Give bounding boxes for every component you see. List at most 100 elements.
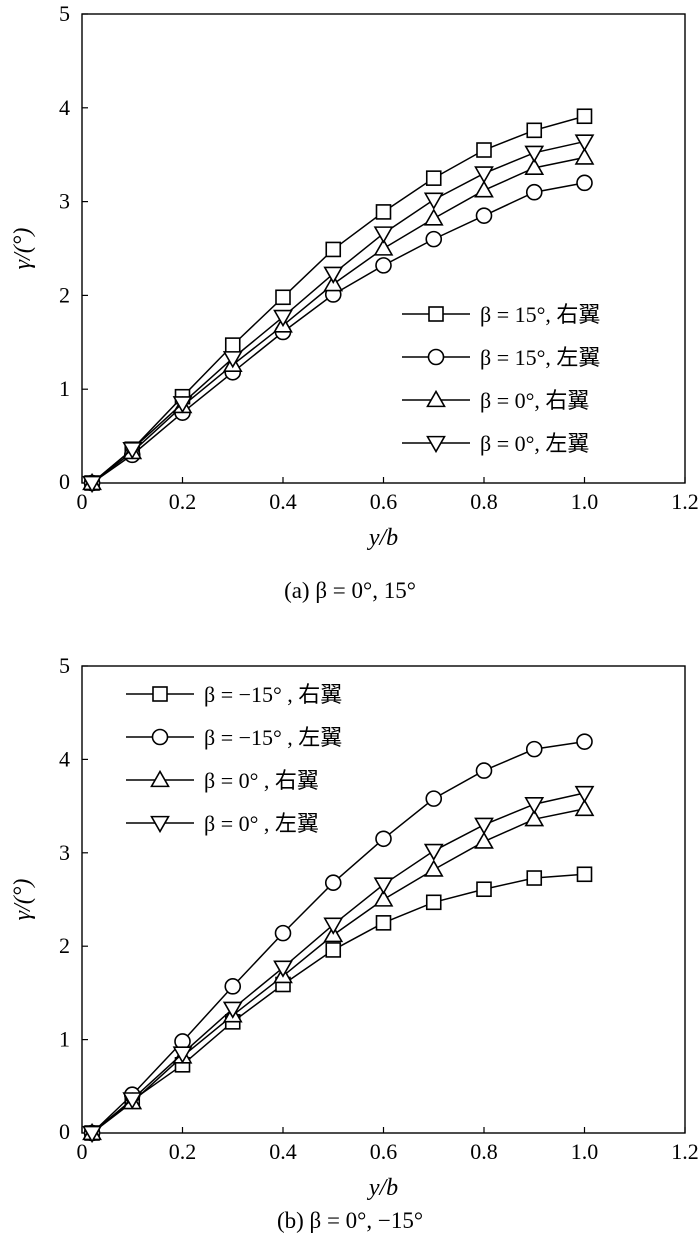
y-tick-label: 0 bbox=[59, 469, 70, 494]
legend-entry: β = 0° , 左翼 bbox=[204, 811, 319, 836]
x-axis-label: y/b bbox=[367, 525, 398, 551]
chart-b-plot: 0 0.2 0.4 0.6 0.8 1.0 1.2 0 1 2 3 4 5 y/b γ/(°) β = −15… bbox=[10, 653, 699, 1201]
data-point-circle bbox=[475, 762, 493, 779]
legend-entry: β = 0°, 左翼 bbox=[480, 431, 589, 456]
data-point-square bbox=[476, 142, 492, 158]
y-tick-label: 3 bbox=[59, 189, 70, 214]
data-point-square bbox=[325, 942, 342, 958]
x-tick-label: 0.8 bbox=[470, 1139, 498, 1164]
data-point-circle bbox=[475, 207, 493, 224]
legend-marker-square bbox=[428, 306, 444, 322]
y-tick-label: 1 bbox=[59, 1027, 70, 1052]
y-tick-label: 3 bbox=[59, 840, 70, 865]
data-point-square bbox=[526, 122, 543, 139]
data-point-triangle-down bbox=[323, 266, 344, 284]
x-axis-label: y/b bbox=[367, 1175, 398, 1201]
data-point-square bbox=[375, 204, 392, 220]
data-point-circle bbox=[425, 230, 443, 248]
data-point-triangle-down bbox=[82, 475, 102, 494]
data-point-triangle-down bbox=[574, 785, 595, 804]
x-tick-label: 1.0 bbox=[571, 1139, 599, 1164]
x-tick-label: 0.6 bbox=[370, 1139, 398, 1164]
y-tick-label: 0 bbox=[59, 1119, 70, 1144]
legend-marker-circle bbox=[427, 348, 445, 366]
legend-entry: β = 15°, 左翼 bbox=[480, 345, 600, 370]
y-tick-label: 5 bbox=[59, 1, 70, 26]
data-point-triangle-down bbox=[222, 351, 243, 369]
data-point-triangle-down bbox=[122, 442, 143, 460]
legend-entry: β = 0° , 右翼 bbox=[204, 768, 319, 793]
legend-entry: β = −15° , 右翼 bbox=[204, 682, 342, 707]
y-tick-label: 4 bbox=[59, 95, 70, 120]
data-point-circle bbox=[274, 924, 292, 942]
legend-marker-triangle-up bbox=[150, 769, 170, 788]
data-point-triangle-down bbox=[122, 1092, 143, 1110]
data-point-square bbox=[375, 915, 392, 931]
data-point-square bbox=[576, 108, 593, 125]
y-tick-label: 1 bbox=[59, 376, 70, 401]
data-point-triangle-down bbox=[222, 1001, 243, 1019]
data-point-triangle-up bbox=[474, 180, 494, 198]
y-tick-label: 4 bbox=[59, 746, 70, 771]
data-point-triangle-up bbox=[423, 208, 444, 226]
data-point-triangle-down bbox=[273, 960, 293, 978]
x-tick-label: 0 bbox=[77, 1139, 88, 1164]
chart-panel-b: 0 0.2 0.4 0.6 0.8 1.0 1.2 0 1 2 3 4 5 y/b γ/(°) β = −15… bbox=[0, 640, 700, 1260]
data-point-triangle-down bbox=[323, 917, 344, 935]
data-point-triangle-up bbox=[474, 831, 494, 849]
chart-b-svg: 0 0.2 0.4 0.6 0.8 1.0 1.2 0 1 2 3 4 5 y/b γ/(°) β = −15… bbox=[10, 653, 699, 1201]
data-point-triangle-down bbox=[172, 396, 193, 414]
data-point-circle bbox=[525, 183, 543, 201]
data-point-circle bbox=[425, 790, 443, 807]
legend-entry: β = 15°, 右翼 bbox=[480, 302, 600, 327]
y-tick-label: 2 bbox=[59, 933, 70, 958]
data-point-square bbox=[476, 881, 492, 898]
legend-entry: β = −15° , 左翼 bbox=[204, 725, 342, 750]
data-point-triangle-up bbox=[373, 889, 394, 907]
y-axis-label: γ/(°) bbox=[10, 879, 36, 921]
data-point-circle bbox=[576, 733, 593, 750]
legend-marker-circle bbox=[151, 728, 169, 746]
data-point-triangle-down bbox=[474, 817, 494, 835]
data-point-square bbox=[224, 337, 241, 353]
data-point-square bbox=[325, 241, 342, 258]
data-point-triangle-down bbox=[273, 309, 293, 328]
data-point-triangle-up bbox=[373, 238, 394, 256]
legend-marker-triangle-down bbox=[150, 815, 170, 834]
series-line-triangle-up bbox=[91, 808, 585, 1134]
data-point-triangle-down bbox=[423, 843, 444, 862]
legend-entry: β = 0°, 右翼 bbox=[480, 388, 589, 413]
data-point-triangle-down bbox=[524, 797, 545, 815]
y-tick-label: 5 bbox=[59, 653, 70, 678]
data-point-circle bbox=[375, 257, 392, 274]
series-line-triangle-down bbox=[91, 792, 585, 1134]
legend-marker-triangle-down bbox=[426, 435, 446, 454]
data-point-circle bbox=[375, 830, 392, 848]
data-point-triangle-up bbox=[423, 859, 444, 877]
chart-a-plot: 0 0.2 0.4 0.6 0.8 1.0 1.2 0 1 2 3 4 5 y/b γ/(°) β = 15°… bbox=[10, 1, 699, 551]
data-point-triangle-down bbox=[82, 1125, 102, 1144]
x-tick-label: 1.2 bbox=[671, 489, 699, 514]
legend-marker-square bbox=[152, 686, 168, 702]
x-tick-label: 0.6 bbox=[370, 489, 398, 514]
chart-a-svg: 0 0.2 0.4 0.6 0.8 1.0 1.2 0 1 2 3 4 5 y/b γ/(°) β = 15°… bbox=[10, 1, 699, 551]
x-tick-label: 0 bbox=[77, 489, 88, 514]
y-tick-label: 2 bbox=[59, 282, 70, 307]
legend-marker-triangle-up bbox=[426, 389, 446, 408]
x-tick-label: 0.2 bbox=[169, 489, 197, 514]
data-point-triangle-up bbox=[574, 798, 595, 817]
data-point-square bbox=[275, 289, 291, 306]
data-point-square bbox=[526, 870, 543, 886]
data-point-triangle-down bbox=[524, 145, 545, 163]
data-point-triangle-down bbox=[423, 192, 444, 210]
x-tick-label: 0.2 bbox=[169, 1139, 197, 1164]
data-point-triangle-up bbox=[524, 809, 545, 827]
data-point-square bbox=[425, 170, 442, 186]
x-tick-label: 1.2 bbox=[671, 1139, 699, 1164]
data-point-circle bbox=[324, 874, 342, 891]
data-point-triangle-down bbox=[373, 877, 394, 895]
data-point-triangle-down bbox=[474, 166, 494, 184]
data-point-circle bbox=[224, 978, 242, 995]
data-point-triangle-down bbox=[373, 226, 394, 244]
chart-a-caption: (a) β = 0°, 15° bbox=[284, 578, 416, 603]
